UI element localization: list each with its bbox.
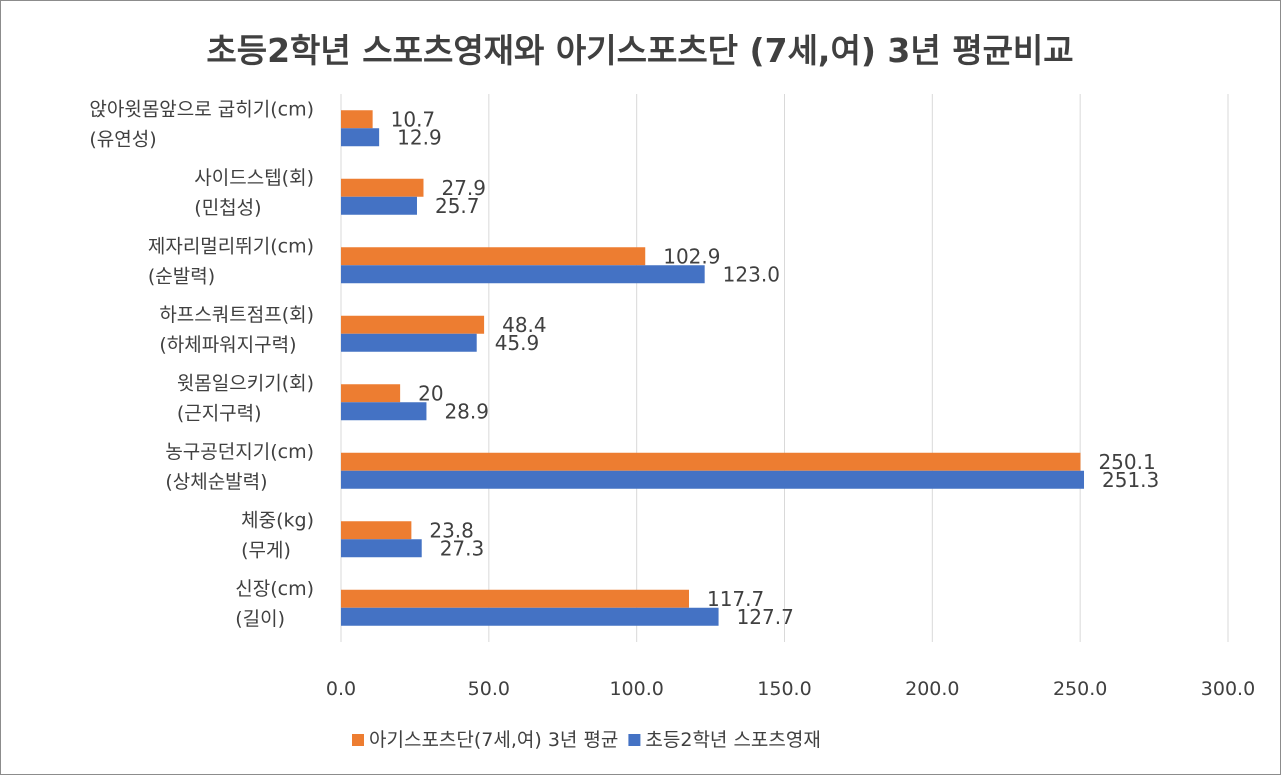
data-label: 45.9 — [495, 331, 540, 355]
data-label: 127.7 — [737, 605, 794, 629]
data-label: 123.0 — [723, 262, 780, 286]
bar-series-0 — [341, 589, 689, 608]
category-label: (근지구력) — [177, 402, 262, 424]
category-label: 농구공던지기(cm) — [165, 441, 314, 463]
data-label: 27.3 — [440, 536, 485, 560]
category-label: 신장(cm) — [235, 578, 314, 600]
bar-series-0 — [341, 247, 646, 266]
legend: 아기스포츠단(7세,여) 3년 평균 초등2학년 스포츠영재 — [352, 729, 821, 751]
data-label: 10.7 — [391, 107, 436, 131]
bar-series-1 — [341, 539, 422, 558]
x-tick-label: 250.0 — [1053, 678, 1107, 700]
x-tick-label: 0.0 — [326, 678, 356, 700]
bar-series-0 — [341, 110, 373, 129]
category-label: 앉아윗몸앞으로 굽히기(cm) — [89, 98, 314, 120]
category-label: (하체파워지구력) — [159, 334, 296, 356]
category-label: (유연성) — [89, 128, 156, 150]
x-tick-label: 150.0 — [757, 678, 811, 700]
x-tick-label: 100.0 — [609, 678, 663, 700]
legend-swatch-0 — [352, 734, 364, 746]
category-label: (민첩성) — [194, 197, 261, 219]
category-labels: 앉아윗몸앞으로 굽히기(cm) (유연성) 사이드스텝(회) (민첩성) 제자리멀리뛰기… — [89, 98, 314, 630]
bar-series-1 — [341, 333, 477, 352]
data-label: 48.4 — [502, 313, 547, 337]
bar-series-1 — [341, 402, 427, 421]
category-label: (순발력) — [148, 265, 215, 287]
category-label: 윗몸일으키기(회) — [177, 372, 314, 394]
data-label: 25.7 — [435, 194, 480, 218]
bar-series-0 — [341, 521, 412, 540]
data-label: 12.9 — [397, 125, 442, 149]
category-label: (길이) — [235, 608, 285, 630]
x-tick-labels: 0.0 50.0 100.0 150.0 200.0 250.0 300.0 — [326, 678, 1255, 700]
bar-series-1 — [341, 265, 705, 284]
chart-title: 초등2학년 스포츠영재와 아기스포츠단 (7세,여) 3년 평균비교 — [206, 31, 1073, 70]
bar-series-0 — [341, 384, 401, 403]
bar-series-1 — [341, 470, 1085, 489]
legend-label-0: 아기스포츠단(7세,여) 3년 평균 — [369, 729, 618, 751]
data-label: 27.9 — [441, 176, 486, 200]
category-label: 사이드스텝(회) — [194, 167, 314, 189]
bar-series-1 — [341, 196, 417, 215]
category-label: (무게) — [241, 539, 291, 561]
category-label: 하프스쿼트점프(회) — [159, 304, 314, 326]
category-label: 제자리멀리뛰기(cm) — [148, 235, 314, 257]
x-tick-label: 300.0 — [1201, 678, 1255, 700]
x-tick-label: 200.0 — [905, 678, 959, 700]
legend-swatch-1 — [628, 734, 641, 746]
data-label: 250.1 — [1098, 450, 1155, 474]
category-label: (상체순발력) — [165, 471, 267, 493]
legend-label-1: 초등2학년 스포츠영재 — [645, 729, 820, 751]
bar-series-0 — [341, 452, 1081, 471]
bar-series-1 — [341, 128, 380, 147]
data-label: 28.9 — [444, 399, 489, 423]
bar-series-0 — [341, 315, 485, 334]
data-label: 251.3 — [1102, 468, 1159, 492]
x-tick-label: 50.0 — [468, 678, 510, 700]
data-label: 102.9 — [663, 244, 720, 268]
data-label: 117.7 — [707, 587, 764, 611]
bar-series-1 — [341, 607, 719, 626]
data-label: 20 — [418, 381, 443, 405]
data-label: 23.8 — [429, 518, 474, 542]
bar-series-0 — [341, 178, 424, 197]
category-label: 체중(kg) — [241, 509, 314, 531]
